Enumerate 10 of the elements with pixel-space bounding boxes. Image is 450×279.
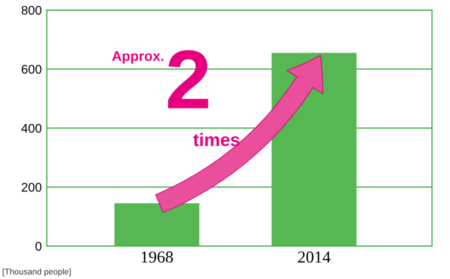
text: [Thousand people] [2,268,71,276]
y-tick-label: 200 [22,182,42,192]
y-tick-label: 0 [35,242,42,251]
x-tick-label: 1968 [142,251,173,263]
y-tick-label: 600 [22,64,42,74]
y-tick-label: 400 [21,124,42,133]
x-tick-label: 2014 [298,251,330,263]
annotation: times [193,132,240,146]
annotation: Approx. [112,51,164,64]
y-tick-label: 800 [22,6,42,15]
